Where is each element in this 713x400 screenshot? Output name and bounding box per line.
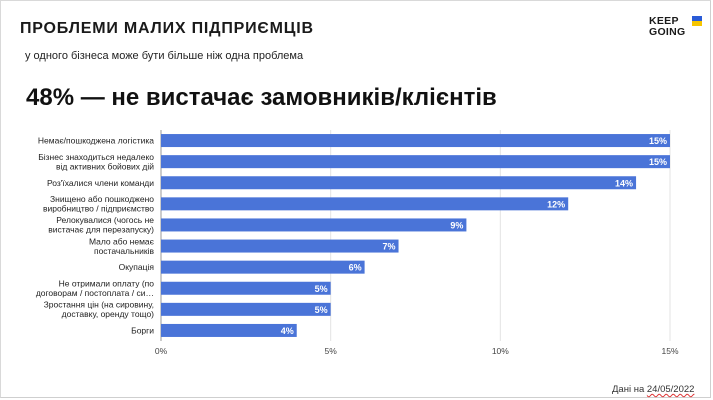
x-tick-label: 15% — [661, 346, 678, 356]
data-date: 24/05/2022 — [646, 384, 695, 395]
x-tick-label: 5% — [325, 346, 338, 356]
bar — [161, 197, 569, 211]
bar — [161, 155, 670, 169]
logo-line-1: KEEP — [649, 15, 679, 27]
category-label: постачальників — [94, 246, 155, 256]
bar-value-label: 15% — [649, 136, 667, 146]
bar — [161, 218, 467, 232]
category-label: Роз'їхалися члени команди — [47, 178, 154, 188]
bar-value-label: 5% — [315, 284, 328, 294]
keep-going-logo: KEEP GOING — [649, 16, 709, 46]
bar — [161, 176, 637, 190]
bar — [161, 239, 399, 253]
x-tick-label: 0% — [155, 346, 168, 356]
flag-yellow-icon — [692, 21, 702, 26]
bar-value-label: 14% — [615, 178, 633, 188]
category-label: від активних бойових дій — [56, 161, 154, 171]
category-label: договорам / постоплата / си… — [36, 288, 154, 298]
category-label: Борги — [131, 325, 154, 335]
data-date-note: Дані на 24/05/2022 — [612, 384, 694, 395]
bar-value-label: 5% — [315, 305, 328, 315]
category-label: Мало або немає — [89, 236, 155, 246]
category-label: Зростання цін (на сировину, — [44, 300, 154, 310]
category-label: Немає/пошкоджена логістика — [38, 136, 154, 146]
bar-value-label: 4% — [281, 326, 294, 336]
category-label: доставку, оренду тощо) — [62, 309, 155, 319]
category-label: вистачає для перезапуску) — [48, 225, 154, 235]
data-date-prefix: Дані на — [612, 384, 647, 395]
category-label: Бізнес знаходиться недалеко — [38, 152, 154, 162]
headline: 48% — не вистачає замовників/клієнтів — [26, 84, 497, 111]
bar-value-label: 6% — [349, 263, 362, 273]
logo-line-2: GOING — [649, 26, 686, 38]
bar — [161, 260, 365, 274]
bar-value-label: 12% — [547, 199, 565, 209]
category-label: Знищено або пошкоджено — [50, 194, 154, 204]
bar — [161, 134, 670, 148]
category-label: Окупація — [119, 262, 155, 272]
page-title: ПРОБЛЕМИ МАЛИХ ПІДПРИЄМЦІВ — [20, 20, 314, 37]
category-label: виробництво / підприємство — [43, 204, 154, 214]
bar — [161, 323, 297, 337]
page-subtitle: у одного бізнеса може бути більше ніж од… — [25, 50, 304, 62]
bar-value-label: 9% — [450, 220, 463, 230]
x-tick-label: 10% — [492, 346, 509, 356]
bar-value-label: 15% — [649, 157, 667, 167]
bar — [161, 281, 331, 295]
bar — [161, 302, 331, 316]
category-label: Релокувалися (чогось не — [56, 215, 154, 225]
bar-value-label: 7% — [383, 242, 396, 252]
flag-blue-icon — [692, 16, 702, 21]
category-label: Не отримали оплату (по — [59, 279, 155, 289]
